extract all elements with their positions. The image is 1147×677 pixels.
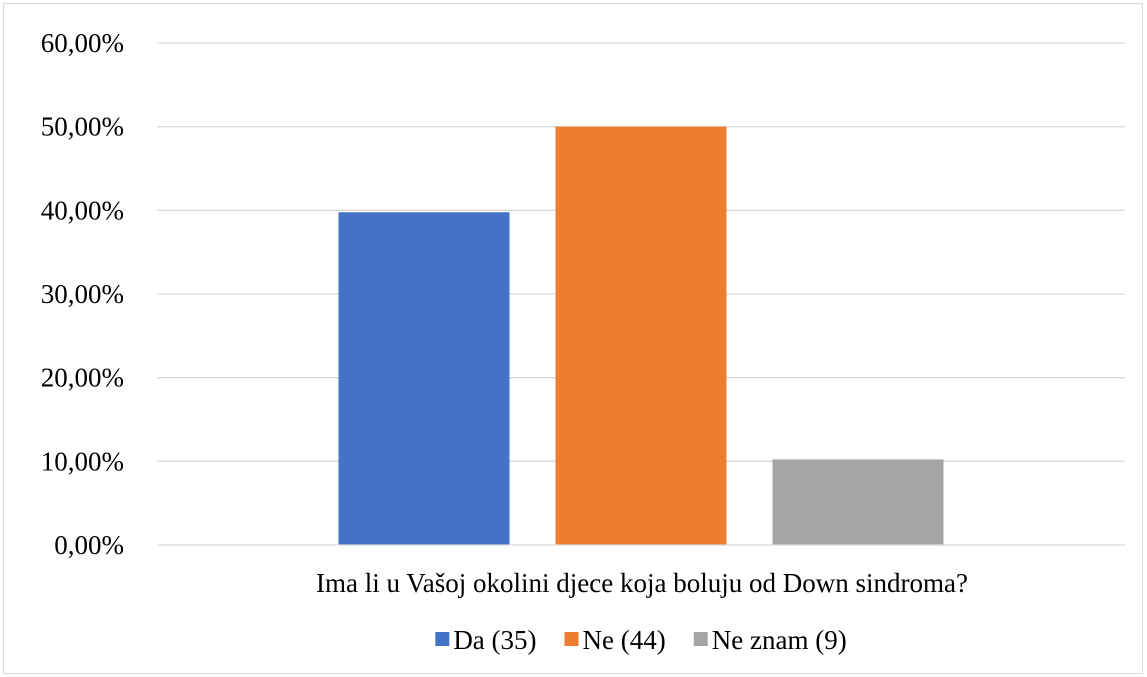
legend-item: Da (35): [435, 625, 537, 655]
y-tick-label: 50,00%: [41, 112, 124, 142]
x-axis-label: Ima li u Vašoj okolini djece koja boluju…: [316, 568, 968, 598]
bar-3: [772, 459, 944, 545]
y-tick-label: 20,00%: [41, 363, 124, 393]
legend: Da (35) Ne (44) Ne znam (9): [435, 625, 847, 655]
y-tick-label: 60,00%: [41, 28, 124, 58]
legend-label: Da (35): [453, 625, 536, 655]
y-axis-ticks: 0,00% 10,00% 20,00% 30,00% 40,00% 50,00% 60,00…: [41, 28, 124, 560]
bar-1: [338, 212, 510, 545]
legend-item: Ne (44): [564, 625, 666, 655]
y-tick-label: 0,00%: [54, 530, 124, 560]
legend-swatch: [564, 632, 579, 646]
legend-label: Ne znam (9): [712, 625, 847, 655]
y-tick-label: 10,00%: [41, 446, 124, 476]
y-tick-label: 40,00%: [41, 195, 124, 225]
legend-swatch: [693, 632, 708, 646]
legend-swatch: [435, 632, 450, 646]
y-tick-label: 30,00%: [41, 279, 124, 309]
legend-item: Ne znam (9): [693, 625, 847, 655]
bars: [338, 126, 944, 546]
bar-2: [555, 126, 727, 546]
legend-label: Ne (44): [583, 625, 666, 655]
